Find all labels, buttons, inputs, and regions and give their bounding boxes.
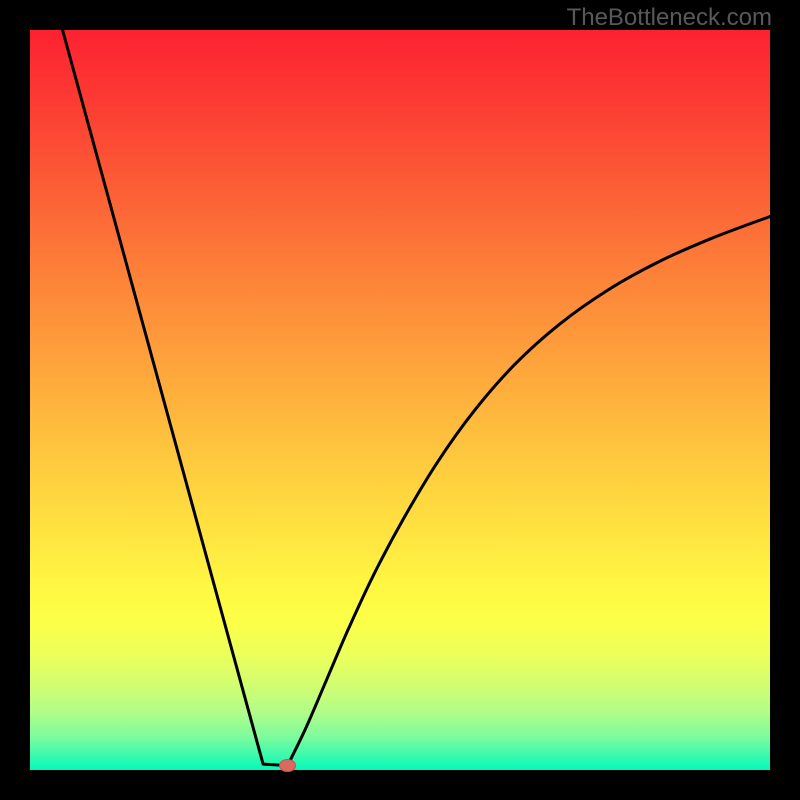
chart-frame: TheBottleneck.com xyxy=(0,0,800,800)
plot-background xyxy=(30,30,770,770)
optimum-marker xyxy=(280,760,296,772)
watermark-text: TheBottleneck.com xyxy=(567,4,772,32)
chart-svg xyxy=(0,0,800,800)
